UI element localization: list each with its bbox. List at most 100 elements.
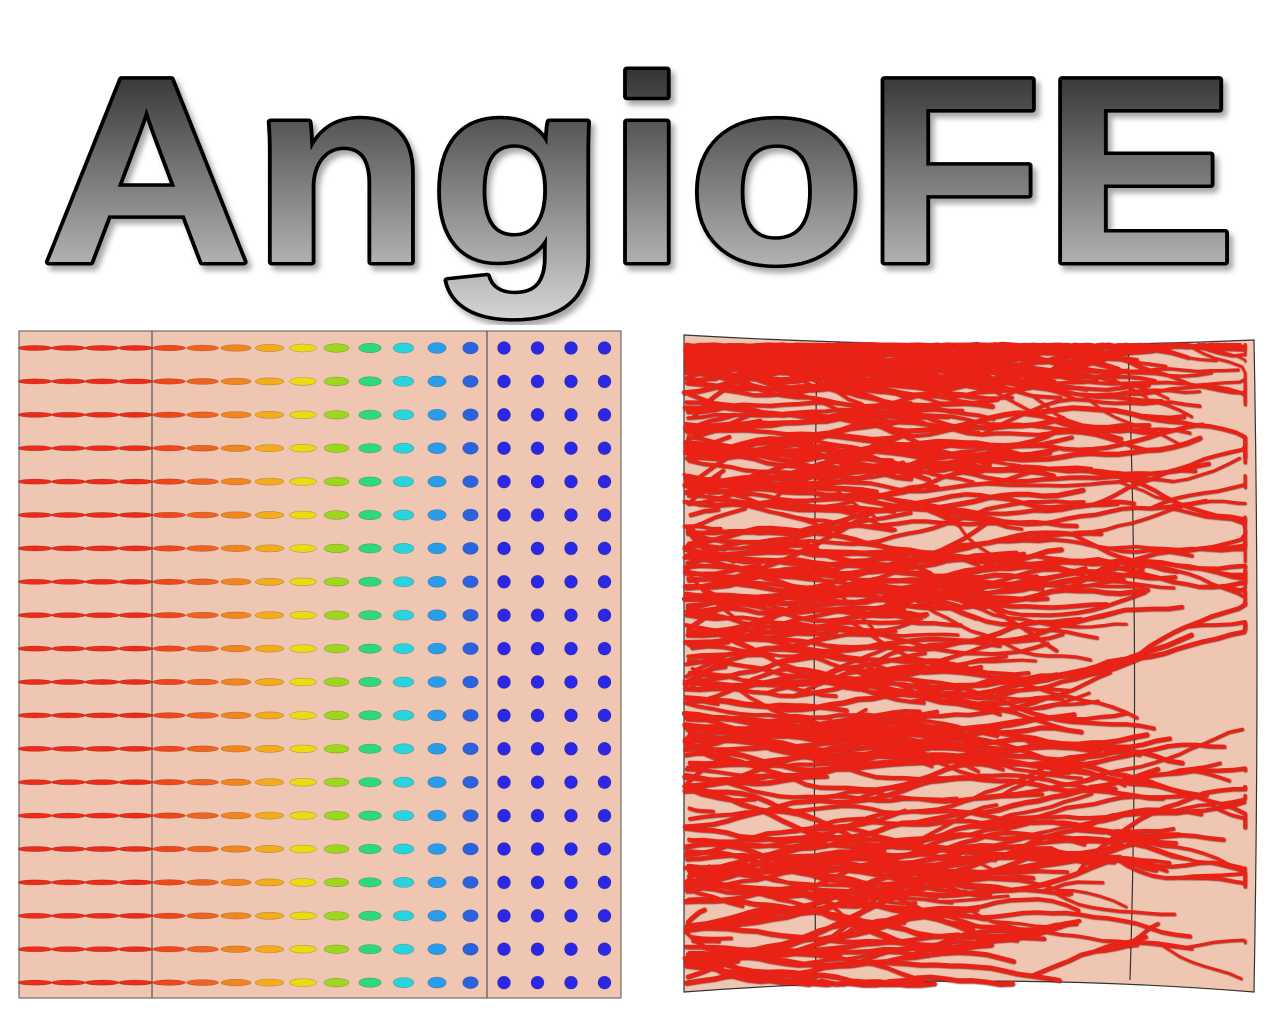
vessel-segment	[995, 793, 1209, 827]
vessel-segment	[1097, 557, 1179, 574]
fiber-glyph	[358, 977, 382, 988]
fiber-glyph	[152, 445, 186, 452]
fiber-glyph	[427, 676, 447, 688]
fiber-glyph	[220, 778, 252, 786]
vessel-segment	[684, 563, 762, 576]
fiber-glyph	[323, 543, 350, 553]
vessel-segment	[1146, 560, 1247, 605]
fiber-glyph	[427, 776, 447, 789]
fiber-glyph	[84, 512, 120, 518]
vessel-segment	[684, 651, 731, 678]
vessel-segment	[978, 595, 1028, 610]
fiber-glyph	[118, 712, 153, 719]
vessel-segment	[933, 754, 1083, 780]
vessel-segment	[1008, 499, 1247, 543]
fiber-glyph	[18, 679, 53, 685]
fiber-glyph	[462, 709, 479, 722]
vessel-segment	[933, 511, 1024, 531]
fiber-glyph	[289, 844, 317, 854]
fiber-glyph	[152, 812, 186, 819]
vessel-segment	[1099, 369, 1148, 399]
fiber-glyph	[220, 511, 252, 519]
fiber-glyph	[597, 675, 612, 689]
fiber-glyph	[427, 509, 447, 521]
fiber-glyph	[186, 979, 219, 986]
vessel-segment	[683, 886, 744, 908]
vessel-segment	[1028, 568, 1116, 586]
fiber-glyph	[462, 475, 479, 488]
fiber-glyph	[186, 678, 219, 686]
fiber-glyph	[530, 341, 545, 355]
fiber-glyph	[254, 911, 285, 920]
fiber-glyph	[84, 679, 120, 685]
vessel-segment	[1126, 410, 1247, 460]
vessel-segment	[686, 640, 730, 647]
vessel-segment	[683, 879, 975, 932]
fiber-glyph	[497, 942, 511, 957]
fiber-glyph	[597, 408, 612, 422]
fiber-glyph	[84, 645, 120, 652]
vessel-segment	[684, 696, 720, 706]
fiber-glyph	[186, 378, 219, 385]
vessel-segment	[1171, 456, 1241, 483]
fiber-glyph	[392, 776, 415, 788]
fiber-glyph	[289, 377, 317, 386]
fiber-glyph	[51, 745, 86, 752]
fiber-glyph	[152, 411, 186, 418]
angiofe-logo: AngioFE	[38, 20, 1240, 324]
fiber-glyph	[597, 842, 612, 856]
fiber-glyph	[220, 745, 252, 753]
fiber-glyph	[462, 942, 479, 956]
vessel-segment	[684, 342, 1119, 357]
fiber-glyph	[497, 741, 511, 756]
fiber-glyph	[118, 912, 153, 919]
fiber-glyph	[254, 978, 285, 987]
vessel-segment	[682, 664, 728, 686]
fiber-glyph	[51, 345, 86, 351]
fiber-glyph	[289, 611, 317, 620]
fiber-glyph	[497, 808, 511, 823]
vessel-segment	[966, 906, 1188, 949]
vessel-segment	[687, 595, 753, 630]
fiber-glyph	[118, 612, 153, 619]
fiber-glyph	[152, 344, 186, 352]
fiber-glyph	[323, 811, 350, 821]
vessel-segment	[686, 654, 718, 661]
fiber-glyph	[118, 345, 153, 351]
vessel-segment	[688, 507, 720, 517]
fiber-glyph	[51, 879, 86, 886]
fiber-glyph	[152, 645, 186, 652]
fiber-glyph	[84, 779, 120, 786]
vessel-segment	[688, 860, 748, 889]
fiber-glyph	[18, 411, 53, 418]
vessel-segment	[685, 865, 1069, 894]
fiber-glyph	[84, 879, 120, 886]
fiber-glyph	[84, 946, 120, 953]
fiber-glyph	[323, 844, 350, 854]
fiber-glyph	[186, 778, 219, 786]
fiber-glyph	[323, 410, 350, 420]
fiber-glyph	[186, 478, 219, 485]
vessel-segment	[684, 715, 1070, 769]
fiber-glyph	[427, 909, 447, 922]
fiber-glyph	[84, 612, 120, 619]
vessel-segment	[684, 613, 1050, 656]
fiber-glyph	[84, 979, 120, 986]
fiber-glyph	[18, 512, 53, 518]
fiber-glyph	[597, 374, 612, 389]
vessel-segment	[778, 653, 1031, 676]
fiber-glyph	[392, 743, 415, 755]
fiber-glyph	[530, 408, 545, 422]
vessel-segment	[687, 418, 763, 440]
fiber-glyph	[186, 344, 219, 352]
vessel-segment	[813, 426, 960, 440]
fiber-glyph	[152, 545, 186, 552]
fiber-glyph	[358, 543, 382, 554]
fiber-glyph	[18, 979, 53, 986]
fiber-glyph	[18, 879, 53, 886]
fiber-glyph	[530, 474, 545, 489]
vessel-segment	[683, 530, 1103, 599]
fiber-glyph	[51, 712, 86, 719]
fiber-glyph	[220, 711, 252, 720]
fiber-glyph	[254, 444, 285, 453]
